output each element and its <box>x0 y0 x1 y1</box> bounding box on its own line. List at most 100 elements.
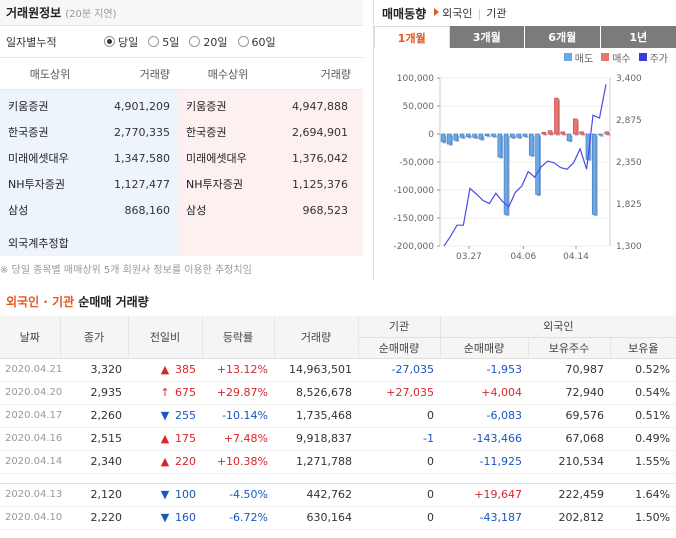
foreign-link[interactable]: 외국인 <box>434 5 473 21</box>
radio-icon[interactable] <box>237 36 249 47</box>
y-left-tick: 100,000 <box>397 74 434 84</box>
radio-icon[interactable] <box>148 36 160 47</box>
tab-1m[interactable]: 1개월 <box>374 26 450 48</box>
cell-foreign-ratio: 0.49% <box>610 427 676 451</box>
change-value: 100 <box>175 488 196 501</box>
tab-1y[interactable]: 1년 <box>600 26 676 48</box>
cell-foreign-hold: 72,940 <box>528 381 610 405</box>
period-radio-5d[interactable]: 5일 <box>148 34 179 50</box>
th-foreign: 외국인 <box>440 316 676 338</box>
cell-date: 2020.04.14 <box>0 450 62 474</box>
y-left-tick: 50,000 <box>403 102 435 112</box>
cell-date: 2020.04.16 <box>0 427 62 451</box>
period-selector: 일자별누적 당일 5일 20일 60일 <box>0 26 363 58</box>
sell-bar <box>466 133 471 138</box>
sell-row: 미래에셋대우 1,347,580 <box>8 151 170 166</box>
cell-rate: +10.38% <box>202 450 274 474</box>
sell-bar <box>440 133 446 143</box>
bar-shadow <box>493 135 497 138</box>
buy-bar <box>541 132 547 135</box>
cell-date: 2020.04.21 <box>0 358 62 382</box>
sell-bar <box>447 133 452 145</box>
cell-foreign-hold: 70,987 <box>528 358 610 382</box>
foreign-total-label: 외국계추정합 <box>8 237 69 250</box>
cell-foreign-ratio: 1.50% <box>610 506 676 530</box>
y-right-tick: 2,875 <box>616 116 642 126</box>
arrow-down-icon: ▼ <box>160 409 170 422</box>
legend-price: 주가 <box>638 50 668 65</box>
period-radio-20d[interactable]: 20일 <box>189 34 228 50</box>
change-value: 160 <box>175 511 196 524</box>
link-divider: | <box>477 6 482 20</box>
table-row: 2020.04.17 2,260 ▼ 255 -10.14% 1,735,468 0 -6,0… <box>0 404 676 428</box>
th-inst-net: 순매매량 <box>358 337 441 359</box>
bar-shadow <box>600 135 604 137</box>
cell-volume: 442,762 <box>274 483 358 507</box>
cell-change: ▼ 255 <box>128 404 202 428</box>
cell-date: 2020.04.13 <box>0 483 62 507</box>
sell-bar <box>516 133 521 138</box>
sell-bar <box>503 133 509 215</box>
buy-row: 삼성 968,523 <box>186 203 348 218</box>
th-foreign-hold: 보유주수 <box>528 337 611 359</box>
tab-3m[interactable]: 3개월 <box>449 26 525 48</box>
th-foreign-ratio: 보유율 <box>610 337 676 359</box>
cell-foreign-net: -11,925 <box>440 450 528 474</box>
cell-change: ▲ 385 <box>128 358 202 382</box>
chart-legend: 매도 매수 주가 <box>374 48 676 66</box>
cell-date: 2020.04.17 <box>0 404 62 428</box>
table-row: 2020.04.16 2,515 ▲ 175 +7.48% 9,918,837 -1 -143… <box>0 427 676 451</box>
col-sell-vol: 거래량 <box>139 67 170 81</box>
period-radio-today[interactable]: 당일 <box>104 34 138 50</box>
col-sell-broker: 매도상위 <box>29 67 71 81</box>
cell-volume: 8,526,678 <box>274 381 358 405</box>
y-right-tick: 3,400 <box>616 74 642 84</box>
legend-swatch <box>638 53 647 61</box>
bar-shadow <box>524 135 529 138</box>
sell-row: 삼성 868,160 <box>8 203 170 218</box>
buy-bar <box>547 130 553 135</box>
col-buy-broker: 매수상위 <box>207 67 249 81</box>
cell-date: 2020.04.20 <box>0 381 62 405</box>
table-row: 2020.04.10 2,220 ▼ 160 -6.72% 630,164 0 -43,187… <box>0 506 676 530</box>
buy-row: 미래에셋대우 1,376,042 <box>186 151 348 166</box>
cell-volume: 1,735,468 <box>274 404 358 428</box>
buy-row: NH투자증권 1,125,376 <box>186 177 348 192</box>
change-value: 385 <box>175 363 196 376</box>
cell-change: ▼ 100 <box>128 483 202 507</box>
cell-inst-net: -27,035 <box>358 358 440 382</box>
legend-swatch <box>563 53 572 61</box>
cell-foreign-net: -143,466 <box>440 427 528 451</box>
cell-foreign-net: -1,953 <box>440 358 528 382</box>
trend-header: 매매동향 외국인 | 기관 <box>374 0 676 26</box>
cell-rate: -4.50% <box>202 483 274 507</box>
change-value: 220 <box>175 455 196 468</box>
buy-bar <box>604 131 610 135</box>
tab-6m[interactable]: 6개월 <box>525 26 601 48</box>
period-radio-60d[interactable]: 60일 <box>237 34 276 50</box>
radio-checked-icon[interactable] <box>104 36 115 47</box>
radio-icon[interactable] <box>189 36 201 47</box>
bar-shadow <box>581 133 586 136</box>
arrow-up-icon: ▲ <box>160 455 170 468</box>
sell-bar <box>591 133 597 215</box>
sell-bar <box>510 133 515 138</box>
broker-panel: 거래원정보 (20분 지연) 일자별누적 당일 5일 20일 60일 매도상위 … <box>0 0 363 256</box>
cell-rate: +29.87% <box>202 381 274 405</box>
y-right-tick: 1,300 <box>616 242 642 252</box>
cell-close: 2,220 <box>60 506 128 530</box>
institution-link[interactable]: 기관 <box>486 7 507 20</box>
cell-foreign-ratio: 1.64% <box>610 483 676 507</box>
table-title: 외국인 · 기관 순매매 거래량 <box>6 295 149 309</box>
buy-bar <box>554 97 559 135</box>
arrow-up-icon: ▲ <box>160 363 170 376</box>
cell-rate: +13.12% <box>202 358 274 382</box>
cell-close: 2,340 <box>60 450 128 474</box>
sell-bar <box>453 133 458 141</box>
cell-close: 2,120 <box>60 483 128 507</box>
price-line <box>443 84 607 247</box>
cell-foreign-ratio: 0.51% <box>610 404 676 428</box>
change-value: 255 <box>175 409 196 422</box>
sell-row: 키움증권 4,901,209 <box>8 99 170 114</box>
broker-body: 키움증권 4,901,209 한국증권 2,770,335 미래에셋대우 1,347,… <box>0 90 363 256</box>
